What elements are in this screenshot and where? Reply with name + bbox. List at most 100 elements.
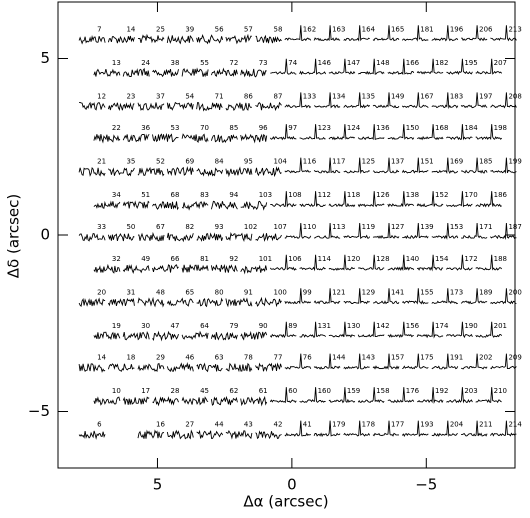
fiber-label: 58 (273, 25, 282, 33)
fiber-label: 143 (362, 354, 375, 362)
fiber-spectrum (269, 254, 297, 271)
fiber-label: 135 (362, 92, 375, 100)
fiber-label: 133 (303, 92, 316, 100)
fiber-label: 134 (332, 92, 346, 100)
fiber-spectrum (196, 429, 224, 440)
fiber-spectrum (402, 353, 429, 370)
fiber-spectrum (299, 254, 326, 272)
fiber-label: 66 (171, 255, 180, 263)
fiber-label: 50 (126, 223, 135, 231)
fiber-spectrum (431, 222, 459, 240)
fiber-spectrum (255, 362, 282, 372)
fiber-label: 91 (244, 288, 253, 296)
fiber-label: 61 (259, 387, 268, 395)
fiber-spectrum (78, 297, 106, 307)
fiber-spectrum (93, 263, 121, 274)
fiber-spectrum (107, 363, 135, 372)
fiber-label: 67 (156, 223, 165, 231)
fiber-spectrum (460, 288, 488, 305)
fiber-spectrum (490, 157, 517, 174)
fiber-spectrum (269, 124, 297, 141)
fiber-label: 39 (185, 25, 194, 33)
fiber-spectrum (387, 191, 415, 208)
fiber-spectrum (210, 331, 238, 341)
fiber-spectrum (416, 124, 444, 141)
fiber-spectrum (490, 25, 517, 42)
fiber-label: 167 (420, 92, 433, 100)
fiber-spectrum (387, 254, 415, 272)
fiber-spectrum (417, 387, 444, 404)
fiber-label: 197 (479, 92, 492, 100)
fiber-label: 37 (156, 92, 165, 100)
fiber-spectrum (122, 331, 150, 341)
fiber-spectrum (166, 232, 194, 243)
fiber-spectrum (402, 288, 429, 305)
fiber-label: 173 (450, 288, 463, 296)
fiber-spectrum (313, 420, 341, 438)
fiber-spectrum (416, 254, 444, 272)
fiber-label: 42 (273, 421, 282, 429)
fiber-spectrum (166, 361, 194, 373)
fiber-spectrum (122, 200, 150, 210)
fiber-spectrum (343, 420, 371, 437)
fiber-label: 116 (303, 158, 317, 166)
fiber-label: 83 (200, 191, 209, 199)
fiber-spectrum (107, 35, 135, 44)
fiber-label: 72 (229, 59, 238, 67)
fiber-spectrum (284, 157, 311, 174)
fiber-spectrum (299, 58, 327, 76)
fiber-label: 7 (97, 25, 101, 33)
fiber-spectrum (431, 157, 459, 174)
fiber-spectrum (269, 387, 297, 404)
fiber-label: 110 (303, 223, 316, 231)
fiber-label: 152 (435, 191, 448, 199)
fiber-spectrum (181, 67, 209, 78)
fiber-spectrum (402, 222, 429, 240)
fiber-spectrum (137, 362, 165, 373)
fiber-spectrum (446, 321, 473, 339)
fiber-spectrum (475, 124, 503, 141)
fiber-label: 68 (171, 191, 180, 199)
fiber-label: 89 (288, 322, 297, 330)
x-tick-label: 5 (153, 476, 163, 494)
fiber-label: 53 (171, 124, 180, 132)
fiber-spectrum (225, 232, 253, 242)
fiber-spectrum (78, 167, 106, 177)
fiber-spectrum (166, 165, 194, 177)
fiber-label: 162 (303, 25, 316, 33)
fiber-label: 198 (494, 124, 507, 132)
fiber-label: 177 (391, 421, 404, 429)
fiber-spectrum (196, 34, 224, 45)
fiber-label: 156 (406, 322, 420, 330)
fiber-label: 181 (420, 25, 433, 33)
fiber-spectrum (328, 124, 356, 141)
fiber-label: 22 (112, 124, 121, 132)
fiber-spectrum (152, 330, 179, 342)
fiber-label: 47 (171, 322, 180, 330)
fiber-label: 157 (391, 354, 404, 362)
fiber-spectrum (387, 321, 414, 339)
fiber-label: 213 (508, 25, 521, 33)
fiber-spectrum (210, 67, 238, 77)
fiber-label: 187 (508, 223, 521, 231)
fiber-label: 71 (215, 92, 224, 100)
fiber-spectrum (240, 133, 268, 144)
fiber-label: 24 (141, 59, 150, 67)
fiber-label: 17 (141, 387, 150, 395)
fiber-label: 74 (288, 59, 297, 67)
fiber-label: 69 (185, 158, 194, 166)
fiber-spectrum (78, 35, 106, 45)
fiber-label: 211 (479, 421, 492, 429)
fiber-spectrum (387, 58, 415, 76)
fiber-label: 199 (508, 158, 521, 166)
fiber-spectrum (152, 132, 179, 143)
fiber-label: 179 (332, 421, 345, 429)
fiber-label: 19 (112, 322, 121, 330)
fiber-spectrum (358, 254, 385, 271)
fiber-spectrum (313, 157, 341, 174)
fiber-spectrum (299, 321, 326, 338)
fiber-spectrum (431, 92, 459, 109)
fiber-label: 85 (229, 124, 238, 132)
fiber-spectrum (446, 124, 473, 141)
fiber-label: 204 (450, 421, 464, 429)
